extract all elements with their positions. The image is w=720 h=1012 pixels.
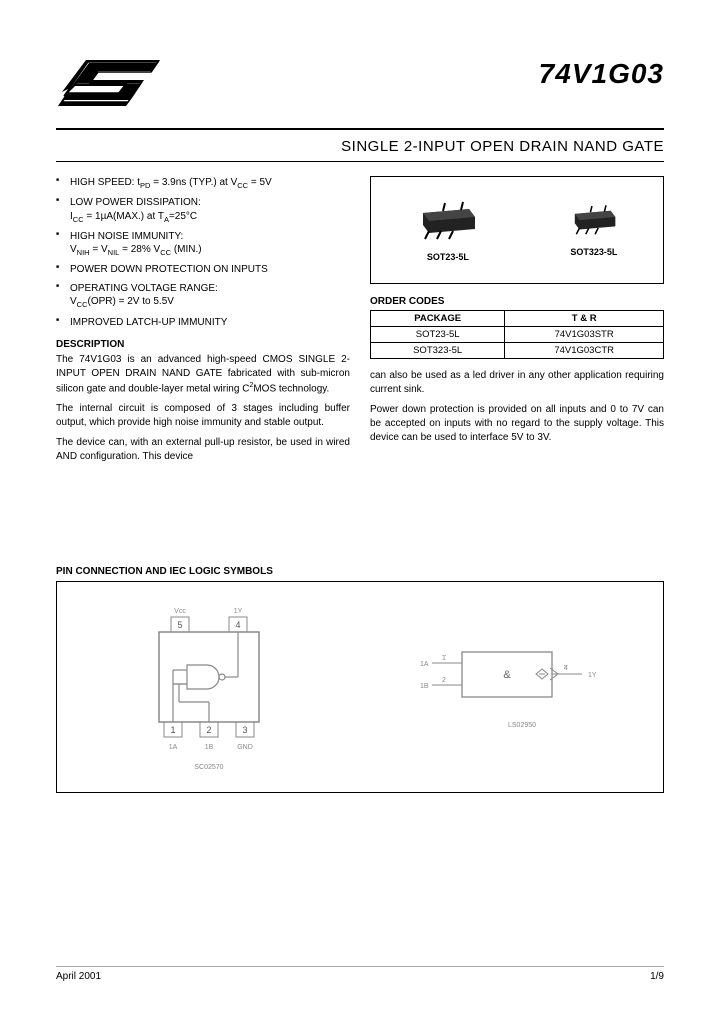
package-label: SOT323-5L	[567, 247, 622, 257]
svg-text:1A: 1A	[420, 661, 429, 668]
svg-text:4: 4	[564, 665, 568, 672]
description-paragraph: The 74V1G03 is an advanced high-speed CM…	[56, 353, 350, 396]
table-cell: SOT323-5L	[371, 343, 505, 359]
description-paragraph: The device can, with an external pull-up…	[56, 436, 350, 464]
footer-date: April 2001	[56, 971, 101, 982]
pin-heading: PIN CONNECTION AND IEC LOGIC SYMBOLS	[56, 566, 664, 577]
order-codes-table: PACKAGET & R SOT23-5L74V1G03STRSOT323-5L…	[370, 310, 664, 359]
table-header: PACKAGE	[371, 311, 505, 327]
table-cell: SOT23-5L	[371, 327, 505, 343]
svg-text:2: 2	[442, 677, 446, 684]
table-cell: 74V1G03STR	[505, 327, 664, 343]
feature-item: POWER DOWN PROTECTION ON INPUTS	[56, 263, 350, 277]
feature-list: HIGH SPEED: tPD = 3.9ns (TYP.) at VCC = …	[56, 176, 350, 329]
table-cell: 74V1G03CTR	[505, 343, 664, 359]
svg-text:1B: 1B	[420, 683, 429, 690]
st-logo	[56, 52, 166, 112]
svg-text:2: 2	[206, 725, 211, 735]
continuation-paragraph: can also be used as a led driver in any …	[370, 369, 664, 397]
continuation-text: can also be used as a led driver in any …	[370, 369, 664, 445]
footer-page: 1/9	[650, 971, 664, 982]
iec-symbol-diagram: & 1A 1B 1 2 4 1Y LS02950	[392, 607, 612, 757]
description-body: The 74V1G03 is an advanced high-speed CM…	[56, 353, 350, 464]
svg-text:5: 5	[177, 620, 182, 630]
feature-item: LOW POWER DISSIPATION:ICC = 1µA(MAX.) at…	[56, 196, 350, 225]
feature-item: IMPROVED LATCH-UP IMMUNITY	[56, 316, 350, 330]
feature-item: OPERATING VOLTAGE RANGE:VCC(OPR) = 2V to…	[56, 282, 350, 311]
description-paragraph: The internal circuit is composed of 3 st…	[56, 402, 350, 430]
feature-item: HIGH NOISE IMMUNITY:VNIH = VNIL = 28% VC…	[56, 230, 350, 259]
svg-text:SC02570: SC02570	[194, 764, 223, 771]
table-row: SOT323-5L74V1G03CTR	[371, 343, 664, 359]
package-label: SOT23-5L	[413, 252, 483, 262]
part-number: 74V1G03	[539, 58, 664, 90]
rule-top	[56, 128, 664, 130]
pin-connection-diagram: 5 4 Vcc 1Y 1 2 3 1A 1B GND	[109, 587, 309, 777]
svg-text:Vcc: Vcc	[174, 608, 186, 615]
order-codes-heading: ORDER CODES	[370, 296, 664, 307]
svg-text:1: 1	[442, 655, 446, 662]
svg-text:LS02950: LS02950	[507, 722, 535, 729]
package-item: SOT323-5L	[567, 203, 622, 257]
page-footer: April 2001 1/9	[56, 966, 664, 982]
description-heading: DESCRIPTION	[56, 339, 350, 350]
table-row: SOT23-5L74V1G03STR	[371, 327, 664, 343]
svg-text:1B: 1B	[204, 744, 213, 751]
table-header: T & R	[505, 311, 664, 327]
continuation-paragraph: Power down protection is provided on all…	[370, 403, 664, 445]
feature-item: HIGH SPEED: tPD = 3.9ns (TYP.) at VCC = …	[56, 176, 350, 191]
svg-text:1Y: 1Y	[588, 672, 597, 679]
package-item: SOT23-5L	[413, 199, 483, 262]
svg-text:3: 3	[242, 725, 247, 735]
svg-text:&: &	[503, 669, 511, 681]
package-figure: SOT23-5L SOT323-5L	[370, 176, 664, 284]
svg-text:4: 4	[235, 620, 240, 630]
page-title: SINGLE 2-INPUT OPEN DRAIN NAND GATE	[56, 138, 664, 155]
svg-text:GND: GND	[237, 744, 253, 751]
svg-text:1: 1	[170, 725, 175, 735]
svg-text:1A: 1A	[168, 744, 177, 751]
pin-diagram-box: 5 4 Vcc 1Y 1 2 3 1A 1B GND	[56, 581, 664, 793]
rule-subtitle	[56, 161, 664, 162]
svg-text:1Y: 1Y	[233, 608, 242, 615]
